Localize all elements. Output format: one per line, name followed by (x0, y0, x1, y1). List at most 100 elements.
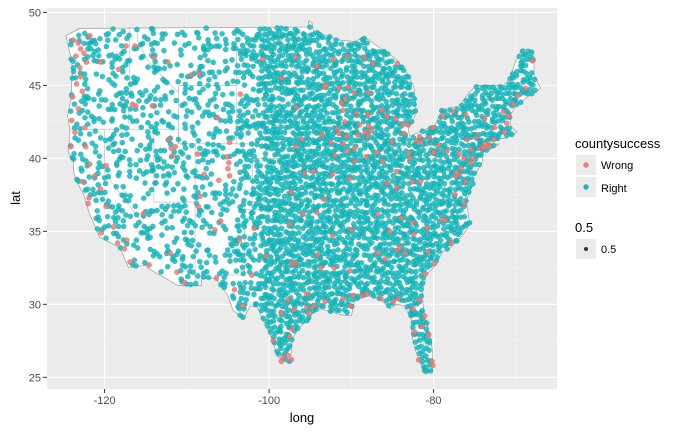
point-right (78, 151, 84, 158)
point-right (389, 58, 395, 64)
point-right (412, 108, 419, 114)
point-right (175, 248, 182, 254)
point-right (157, 253, 163, 260)
point-right (395, 237, 402, 243)
point-right (209, 209, 215, 216)
point-right (305, 130, 312, 136)
point-wrong (461, 200, 467, 207)
point-right (418, 343, 425, 349)
point-wrong (293, 143, 299, 150)
point-wrong (288, 189, 295, 195)
point-wrong (77, 73, 84, 80)
point-right (91, 115, 97, 122)
point-right (406, 259, 412, 266)
point-right (335, 247, 341, 253)
point-right (375, 192, 381, 199)
point-right (115, 223, 122, 230)
point-wrong (332, 152, 338, 159)
point-right (189, 124, 196, 130)
point-right (133, 161, 139, 168)
point-wrong (500, 108, 507, 115)
point-right (250, 241, 256, 247)
point-right (263, 92, 270, 98)
point-wrong (75, 40, 82, 46)
point-wrong (450, 108, 457, 115)
point-right (364, 40, 370, 46)
point-wrong (342, 119, 348, 125)
point-right (236, 69, 242, 76)
point-right (296, 230, 302, 236)
point-right (188, 229, 195, 236)
point-right (336, 120, 342, 126)
point-right (326, 284, 332, 290)
point-right (90, 186, 96, 193)
point-right (136, 168, 143, 174)
point-right (253, 301, 260, 307)
point-right (233, 161, 240, 168)
point-right (385, 79, 392, 86)
y-tick-label: 25 (29, 372, 41, 384)
point-right (92, 128, 99, 134)
point-right (157, 102, 164, 108)
point-right (411, 96, 418, 102)
point-right (222, 118, 229, 124)
point-wrong (430, 149, 437, 156)
point-right (160, 76, 166, 83)
point-wrong (522, 85, 529, 92)
point-right (299, 108, 305, 114)
point-right (94, 226, 101, 232)
point-right (119, 90, 125, 96)
point-right (143, 169, 150, 175)
point-right (388, 146, 394, 152)
point-wrong (430, 124, 436, 131)
point-right (392, 208, 399, 214)
point-right (133, 237, 140, 243)
point-right (285, 167, 291, 174)
point-right (212, 30, 218, 36)
point-right (416, 170, 422, 177)
point-right (83, 158, 89, 164)
point-wrong (278, 75, 285, 81)
point-right (207, 181, 214, 187)
point-wrong (251, 225, 258, 232)
point-right (260, 237, 267, 244)
point-right (305, 65, 311, 72)
point-right (127, 173, 133, 179)
point-wrong (462, 178, 469, 185)
point-right (229, 57, 235, 63)
point-right (203, 221, 209, 227)
point-right (279, 97, 286, 103)
point-right (320, 70, 327, 77)
point-right (516, 53, 522, 60)
point-wrong (278, 358, 285, 365)
point-right (405, 74, 412, 80)
point-right (68, 108, 74, 114)
point-right (387, 291, 393, 298)
point-right (236, 228, 242, 234)
point-wrong (458, 165, 465, 172)
point-right (238, 131, 244, 137)
point-right (337, 115, 343, 122)
point-right (133, 118, 140, 124)
point-right (205, 102, 211, 108)
point-wrong (322, 298, 328, 305)
point-wrong (490, 136, 497, 143)
x-tick-label: -120 (94, 395, 116, 407)
point-right (200, 157, 206, 163)
point-right (423, 353, 429, 359)
point-right (205, 204, 211, 210)
point-right (109, 101, 116, 108)
point-right (485, 107, 491, 113)
point-right (324, 269, 330, 276)
point-right (323, 181, 329, 187)
point-right (165, 121, 172, 127)
point-wrong (439, 113, 446, 119)
point-right (352, 63, 358, 69)
point-right (206, 252, 213, 259)
point-right (375, 220, 381, 227)
point-right (274, 348, 280, 355)
point-right (390, 172, 396, 179)
point-right (85, 109, 91, 115)
point-right (348, 103, 354, 109)
point-wrong (311, 303, 318, 309)
